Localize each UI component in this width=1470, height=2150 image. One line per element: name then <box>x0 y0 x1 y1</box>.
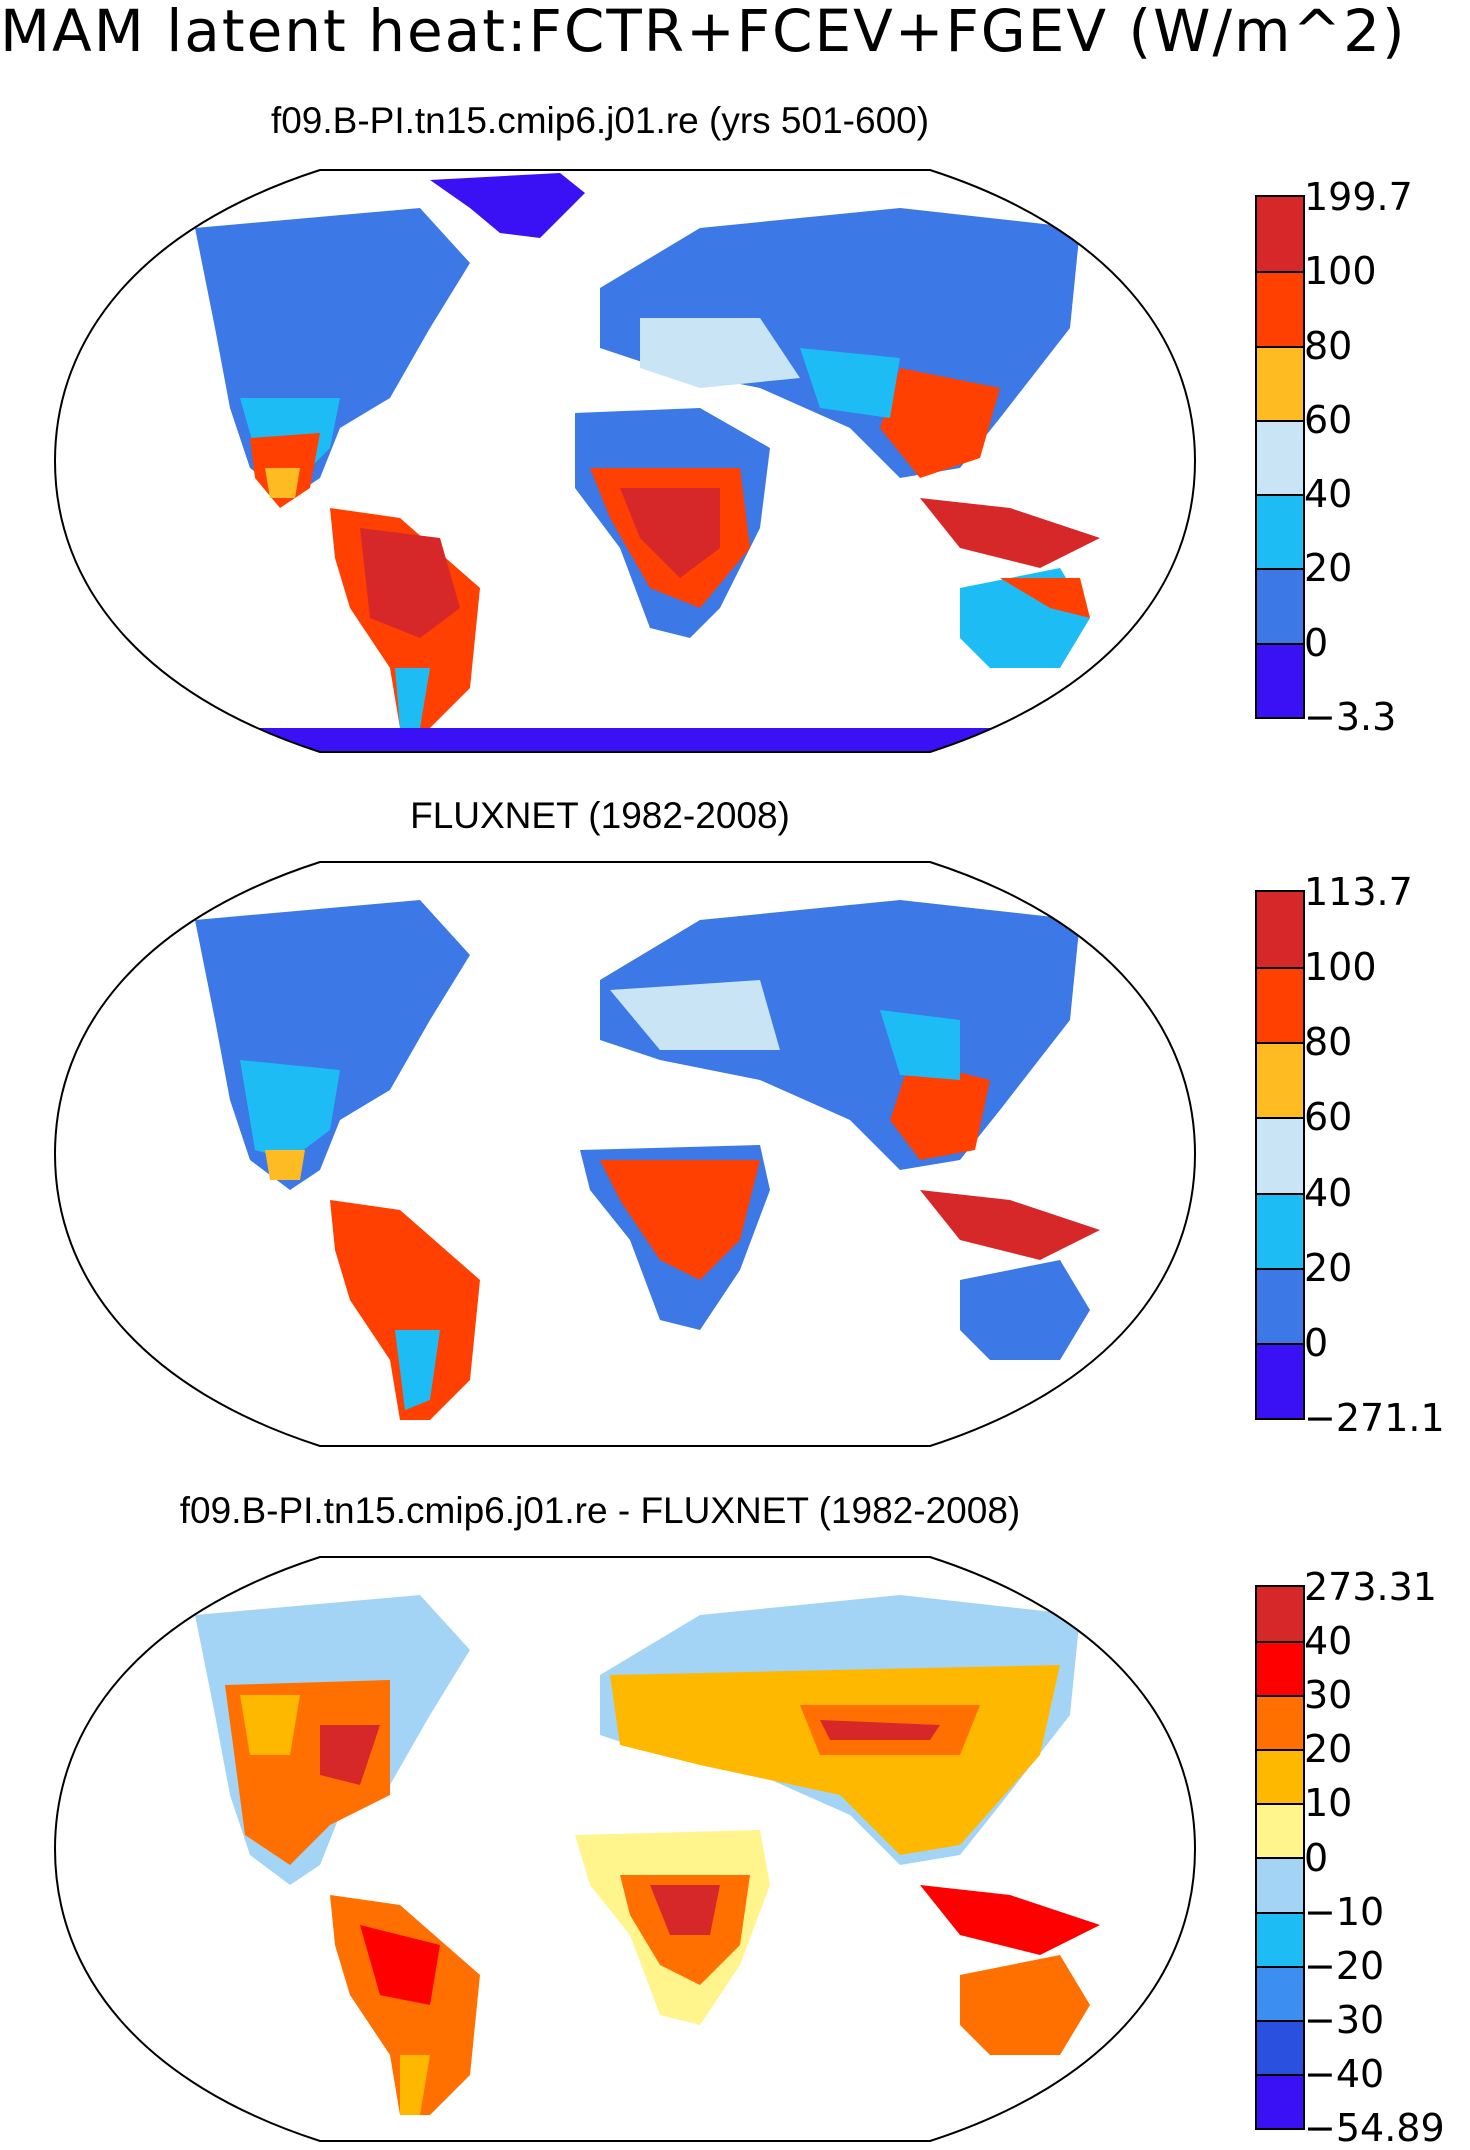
colorbar-swatch <box>1257 1749 1303 1804</box>
colorbar-tick-label: 0 <box>1304 1835 1329 1880</box>
panel-2-colorbar <box>1255 890 1305 1420</box>
colorbar-tick-label: 0 <box>1304 1320 1329 1365</box>
colorbar-swatch <box>1257 1695 1303 1750</box>
colorbar-swatch <box>1257 271 1303 346</box>
colorbar-swatch <box>1257 1965 1303 2020</box>
north-america-region <box>195 208 470 498</box>
south-america-region <box>330 1200 480 1420</box>
colorbar-swatch <box>1257 419 1303 495</box>
panel-1-map <box>53 169 1197 753</box>
colorbar-tick-label: −20 <box>1304 1943 1385 1988</box>
colorbar-swatch <box>1257 345 1303 420</box>
antarctica-region <box>100 728 1150 752</box>
colorbar-tick-label: 199.7 <box>1304 175 1413 219</box>
colorbar-swatch <box>1257 494 1303 569</box>
colorbar-tick-label: 80 <box>1304 323 1353 368</box>
colorbar-swatch <box>1257 1192 1303 1268</box>
colorbar-tick-label: 30 <box>1304 1673 1353 1718</box>
panel-3-title: f09.B-PI.tn15.cmip6.j01.re - FLUXNET (19… <box>179 1490 1021 1531</box>
figure-title: MAM latent heat:FCTR+FCEV+FGEV (W/m^2) <box>0 0 1407 65</box>
colorbar-swatch <box>1257 2073 1303 2128</box>
colorbar-swatch <box>1257 1042 1303 1118</box>
colorbar-tick-label: 40 <box>1304 472 1353 517</box>
colorbar-swatch <box>1257 197 1303 272</box>
north-america-region <box>195 900 470 1190</box>
colorbar-swatch <box>1257 642 1303 717</box>
colorbar-swatch <box>1257 1267 1303 1343</box>
colorbar-tick-label: 100 <box>1304 249 1377 294</box>
colorbar-tick-label: −3.3 <box>1304 695 1397 739</box>
colorbar-swatch <box>1257 1857 1303 1912</box>
colorbar-tick-label: 40 <box>1304 1619 1353 1664</box>
colorbar-swatch <box>1257 1117 1303 1193</box>
colorbar-tick-label: −40 <box>1304 2051 1385 2096</box>
colorbar-swatch <box>1257 1803 1303 1858</box>
australia-region <box>960 1955 1090 2055</box>
colorbar-tick-label: −54.89 <box>1304 2106 1445 2150</box>
colorbar-swatch <box>1257 892 1303 968</box>
colorbar-swatch <box>1257 967 1303 1043</box>
panel-1-title: f09.B-PI.tn15.cmip6.j01.re (yrs 501-600) <box>270 100 930 141</box>
sahara-missing <box>570 1090 760 1150</box>
colorbar-tick-label: 60 <box>1304 1095 1353 1140</box>
sahara-missing <box>570 1785 760 1845</box>
colorbar-tick-label: −10 <box>1304 1889 1385 1934</box>
colorbar-swatch <box>1257 568 1303 643</box>
panel-3-colorbar <box>1255 1585 1305 2130</box>
colorbar-swatch <box>1257 1641 1303 1696</box>
colorbar-tick-label: 60 <box>1304 397 1353 442</box>
colorbar-tick-label: 20 <box>1304 1727 1353 1772</box>
colorbar-tick-label: −271.1 <box>1304 1396 1445 1440</box>
panel-3-map <box>53 1556 1197 2142</box>
panel-2-map <box>53 861 1197 1447</box>
panel-2-title: FLUXNET (1982-2008) <box>410 795 790 836</box>
colorbar-tick-label: 40 <box>1304 1170 1353 1215</box>
colorbar-tick-label: 80 <box>1304 1020 1353 1065</box>
colorbar-swatch <box>1257 1587 1303 1642</box>
colorbar-tick-label: 100 <box>1304 945 1377 990</box>
colorbar-tick-label: 20 <box>1304 546 1353 591</box>
colorbar-swatch <box>1257 1342 1303 1418</box>
greenland-region <box>430 173 585 238</box>
colorbar-tick-label: 10 <box>1304 1781 1353 1826</box>
colorbar-tick-label: 20 <box>1304 1245 1353 1290</box>
colorbar-tick-label: 0 <box>1304 620 1329 665</box>
panel-1-colorbar <box>1255 195 1305 719</box>
colorbar-swatch <box>1257 2019 1303 2074</box>
colorbar-tick-label: 273.31 <box>1304 1565 1437 1609</box>
australia-region <box>960 1260 1090 1360</box>
colorbar-swatch <box>1257 1911 1303 1966</box>
colorbar-tick-label: 113.7 <box>1304 870 1413 914</box>
colorbar-tick-label: −30 <box>1304 1997 1385 2042</box>
